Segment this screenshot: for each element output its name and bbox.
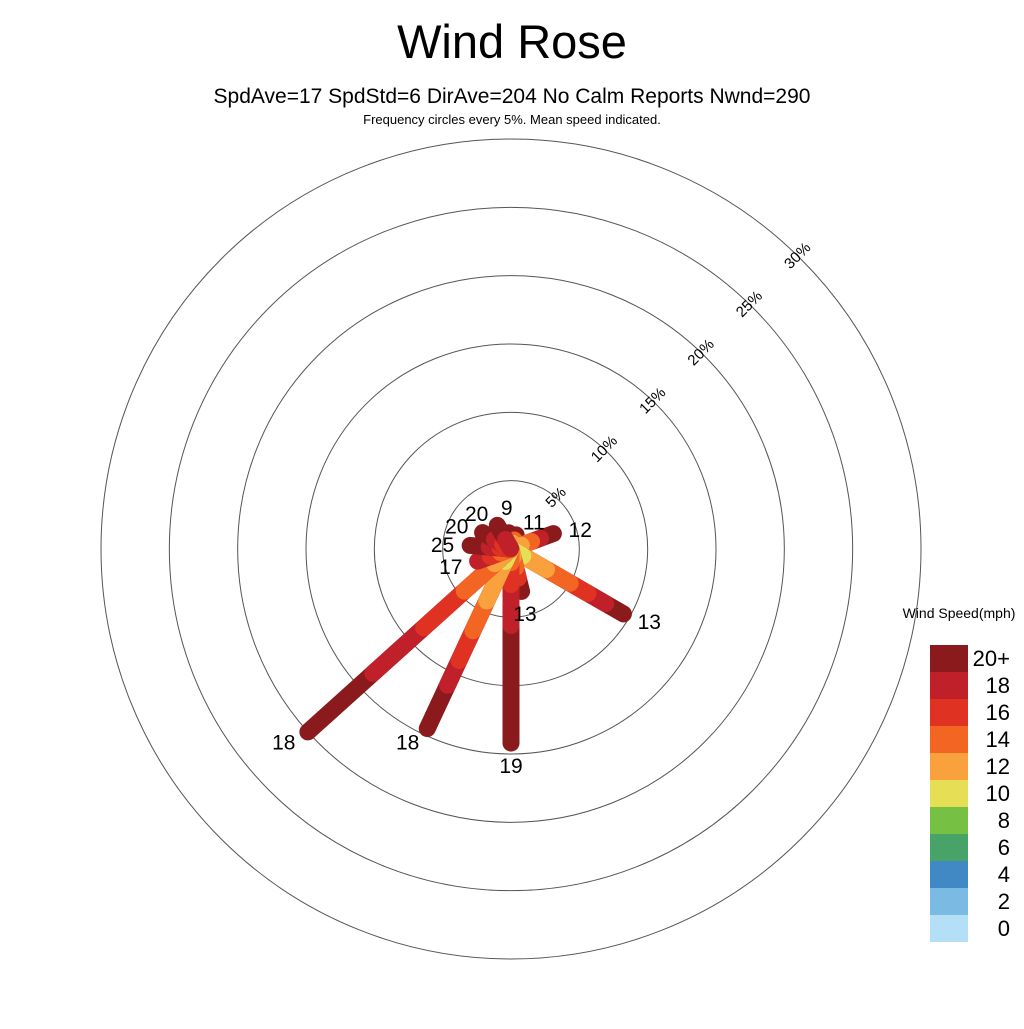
page-title: Wind Rose [397,15,627,68]
petal-segment [497,531,519,557]
legend-label: 12 [986,754,1010,779]
legend-label: 8 [998,808,1010,833]
legend-swatch [930,834,968,861]
frequency-rings [100,138,922,960]
petal-mean-speed-label: 20 [465,503,488,526]
petal-mean-speed-label: 13 [638,611,661,634]
petal-mean-speed-label: 11 [523,512,545,535]
legend-swatch [930,726,968,753]
frequency-ring-15pct [305,343,717,755]
legend-label: 6 [998,835,1010,860]
petal-mean-speed-label: 13 [513,603,536,626]
legend-swatch [930,807,968,834]
petal-mean-speed-label: 12 [569,519,592,542]
legend-title: Wind Speed(mph) [903,605,1016,621]
legend-swatch [930,780,968,807]
petal-mean-speed-label: 19 [499,755,522,778]
frequency-ring-25pct [168,206,854,892]
petal [418,541,520,738]
petal-mean-speed-label: 18 [396,731,419,754]
legend-swatch [930,645,968,672]
petal [503,541,632,623]
legend-swatch [930,672,968,699]
petal [299,541,519,741]
legend-label: 4 [998,862,1010,887]
header-group: Wind Rose SpdAve=17 SpdStd=6 DirAve=204 … [214,15,811,127]
legend-swatch [930,699,968,726]
frequency-ring-labels: 5%10%15%20%25%30% [542,239,814,511]
legend-swatch [930,915,968,942]
petal-mean-speed-label: 25 [431,534,454,557]
legend-swatch [930,888,968,915]
petal-mean-speed-label: 20 [445,516,468,539]
legend-label: 18 [986,673,1010,698]
legend-label: 16 [986,700,1010,725]
legend-label: 2 [998,889,1010,914]
legend-swatch [930,753,968,780]
frequency-ring-20pct [237,275,785,823]
petal-mean-speed-label: 17 [439,556,462,579]
wind-rose-petals [299,516,632,752]
legend-label: 20+ [973,646,1010,671]
ring-label-10pct: 10% [588,433,621,466]
petal-mean-speed-label: 18 [272,731,295,754]
petal-mean-speed-label: 9 [501,497,513,520]
legend-swatch [930,861,968,888]
ring-label-5pct: 5% [542,484,569,511]
legend-label: 0 [998,916,1010,941]
frequency-ring-30pct [100,138,922,960]
legend-label: 10 [986,781,1010,806]
legend-label: 14 [986,727,1010,752]
frequency-note: Frequency circles every 5%. Mean speed i… [363,112,661,127]
stats-line: SpdAve=17 SpdStd=6 DirAve=204 No Calm Re… [214,85,811,108]
petal [488,516,519,557]
